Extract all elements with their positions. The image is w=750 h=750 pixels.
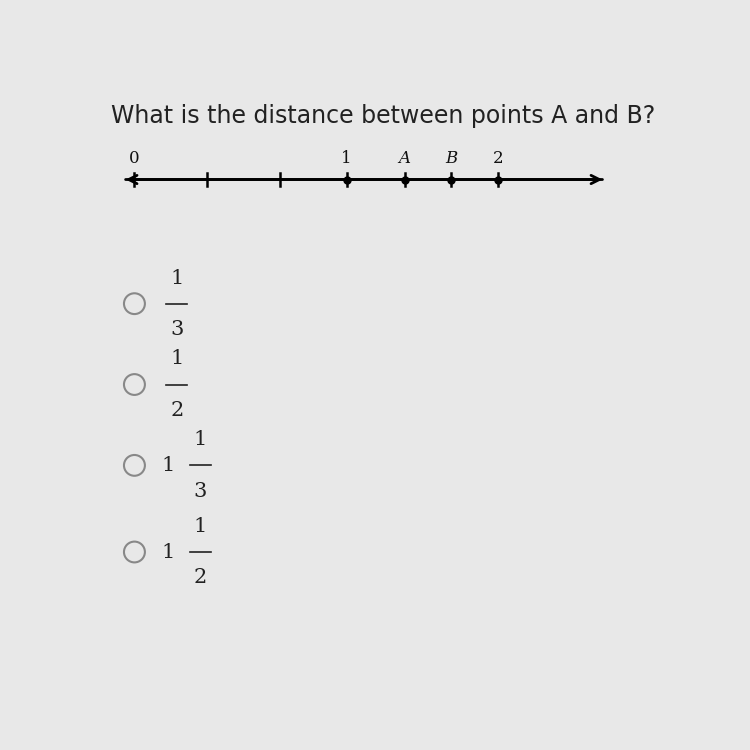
Text: A: A xyxy=(399,150,411,166)
Text: 1: 1 xyxy=(161,542,175,562)
Text: 1: 1 xyxy=(161,456,175,475)
Text: 1: 1 xyxy=(170,268,184,287)
Text: 1: 1 xyxy=(194,517,207,536)
Text: 1: 1 xyxy=(194,430,207,449)
Text: 3: 3 xyxy=(170,320,184,339)
Text: 2: 2 xyxy=(170,400,184,420)
Text: 0: 0 xyxy=(129,150,140,166)
Text: 1: 1 xyxy=(341,150,352,166)
Text: B: B xyxy=(445,150,458,166)
Text: 3: 3 xyxy=(194,482,207,500)
Text: 2: 2 xyxy=(493,150,503,166)
Text: What is the distance between points A and B?: What is the distance between points A an… xyxy=(111,104,656,128)
Text: 2: 2 xyxy=(194,568,207,587)
Text: 1: 1 xyxy=(170,350,184,368)
